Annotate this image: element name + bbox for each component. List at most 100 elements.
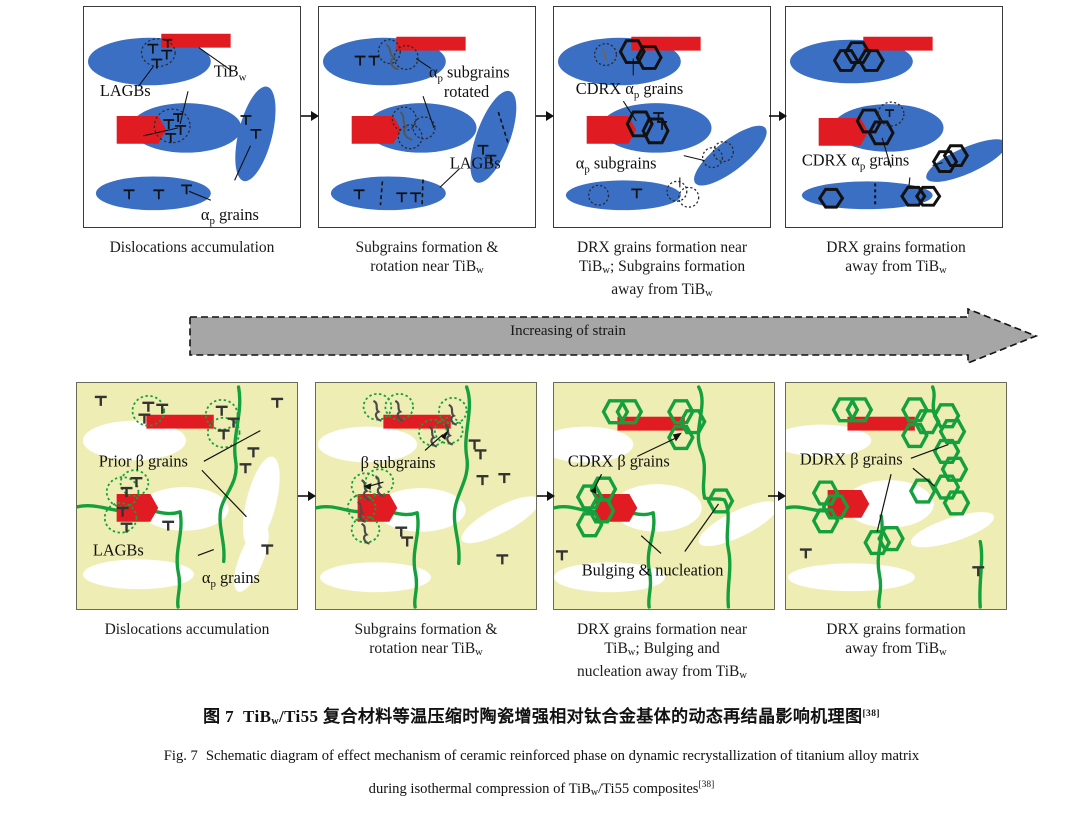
top-panel-1: LAGBs TiBw αp grains [83, 6, 301, 228]
alpha-grain [243, 456, 280, 548]
alpha-grain [612, 484, 702, 532]
tibw-whisker [351, 116, 402, 144]
top-panel-2: αp subgrains rotated LAGBs [318, 6, 536, 228]
label-alpha-grains: αp grains [202, 568, 260, 590]
dislocation-cloud [153, 108, 191, 144]
alpha-grain [554, 562, 665, 593]
figure-caption-english-line1: Fig. 7 Schematic diagram of effect mechan… [0, 748, 1083, 765]
dislocation-cloud [103, 395, 241, 534]
top-panel-2-caption: Subgrains formation & rotation near TiBw [355, 239, 499, 276]
leader-line [876, 443, 949, 532]
increasing-strain-arrow [188, 307, 1038, 365]
bottom-panel-1-caption: Dislocations accumulation [104, 621, 270, 638]
alpha-grain [694, 125, 767, 186]
tibw-whisker [863, 36, 933, 51]
figure-number-en: Fig. 7 [163, 748, 198, 764]
label-lagbs: LAGBs [450, 154, 501, 173]
label-prior-beta: Prior β grains [99, 451, 188, 470]
bottom-panel-4-caption: DRX grains formation away from TiBw [826, 621, 966, 658]
alpha-grain [565, 180, 681, 211]
dislocation-symbols [94, 395, 284, 555]
leader-line [415, 58, 461, 188]
arrow-head [363, 429, 449, 491]
alpha-grain [910, 512, 995, 548]
lagb-boundary [379, 111, 510, 207]
tibw-whisker [116, 116, 167, 144]
top-panel-3: CDRX αp grains αp subgrains [553, 6, 771, 228]
top-arrow-2 [536, 108, 554, 124]
alpha-grain [786, 424, 872, 457]
tibw-whisker [146, 414, 214, 429]
cdrx-grain [817, 185, 942, 209]
alpha-grain [554, 426, 634, 463]
subgrain-cluster [377, 39, 419, 71]
label-bulging: Bulging & nucleation [582, 560, 724, 579]
bottom-panel-3: CDRX β grains Bulging & nucleation [553, 382, 775, 610]
cdrx-grain [931, 144, 970, 173]
figure-caption-chinese: 图 7 TiBw/Ti55 复合材料等温压缩时陶瓷增强相对钛合金基体的动态再结晶影… [0, 702, 1083, 727]
dislocation-symbols [353, 55, 497, 203]
figure-ref-en: [38] [698, 780, 715, 790]
top-panel-3-caption: DRX grains formation near TiBw; Subgrain… [576, 239, 748, 299]
tibw-whisker [116, 494, 159, 522]
bottom-arrow-3 [768, 488, 786, 504]
leader-line [881, 137, 943, 188]
leader-line [622, 58, 705, 188]
alpha-grain [787, 563, 915, 592]
alpha-grain [330, 176, 446, 211]
tibw-whisker [617, 416, 685, 431]
leader-line [593, 437, 719, 554]
label-beta-subgrains: β subgrains [361, 453, 436, 472]
ddrx-grain [811, 397, 971, 556]
alpha-grain [470, 90, 517, 183]
label-cdrx-beta: CDRX β grains [568, 451, 670, 470]
dislocation-symbols [631, 112, 667, 199]
top-panel-4: CDRX αp grains [785, 6, 1003, 228]
cdrx-grain [625, 110, 670, 145]
dislocation-cloud [877, 101, 905, 127]
dislocation-symbols [799, 548, 985, 577]
cdrx-grain [855, 108, 895, 146]
dislocation-symbols [395, 439, 511, 565]
figure-caption-en-text2: during isothermal compression of TiBw/Ti… [368, 781, 699, 798]
tibw-whisker [586, 116, 637, 144]
bottom-panel-1: Prior β grains LAGBs αp grains [76, 382, 298, 610]
tibw-whisker [396, 36, 466, 51]
bottom-panel-4: DDRX β grains [785, 382, 1007, 610]
alpha-grain [461, 496, 536, 544]
figure-ref-cn: [38] [862, 709, 880, 719]
label-rotated: rotated [444, 82, 489, 101]
bottom-panel-2: β subgrains [315, 382, 537, 610]
top-panel-4-caption: DRX grains formation away from TiBw [826, 239, 966, 276]
label-tibw: TiBw [214, 61, 247, 83]
figure-number-cn: 图 7 [203, 707, 235, 726]
figure-caption-en-text: Schematic diagram of effect mechanism of… [205, 748, 920, 764]
alpha-grain [234, 525, 269, 592]
subgrain-cluster [588, 43, 734, 208]
subgrain-cluster [391, 106, 436, 150]
leader-line [369, 434, 444, 487]
alpha-grain [317, 426, 418, 463]
figure-caption-english-line2: during isothermal compression of TiBw/Ti… [0, 780, 1083, 798]
dislocation-symbols [555, 550, 568, 561]
label-alpha-subgrains: αp subgrains [429, 62, 510, 84]
beta-grain-boundary [554, 385, 732, 609]
tibw-whisker [847, 416, 915, 431]
label-alpha-subgrains: αp subgrains [576, 154, 657, 176]
bottom-panel-2-caption: Subgrains formation & rotation near TiBw [354, 621, 498, 658]
figure-caption-cn-text: TiBw/Ti55 复合材料等温压缩时陶瓷增强相对钛合金基体的动态再结晶影响机理… [243, 707, 863, 727]
cdrx-grain [832, 41, 885, 72]
label-lagbs: LAGBs [93, 540, 144, 559]
label-cdrx-alpha: CDRX αp grains [576, 79, 683, 101]
label-ddrx-beta: DDRX β grains [800, 449, 903, 468]
tibw-whisker [818, 117, 869, 146]
tibw-whisker [161, 33, 231, 48]
top-arrow-3 [769, 108, 787, 124]
top-arrow-1 [301, 108, 319, 124]
alpha-grain [698, 501, 774, 547]
bottom-arrow-1 [298, 488, 316, 504]
alpha-grain [319, 562, 431, 593]
tibw-whisker [357, 494, 398, 522]
cdrx-grain [618, 39, 663, 70]
